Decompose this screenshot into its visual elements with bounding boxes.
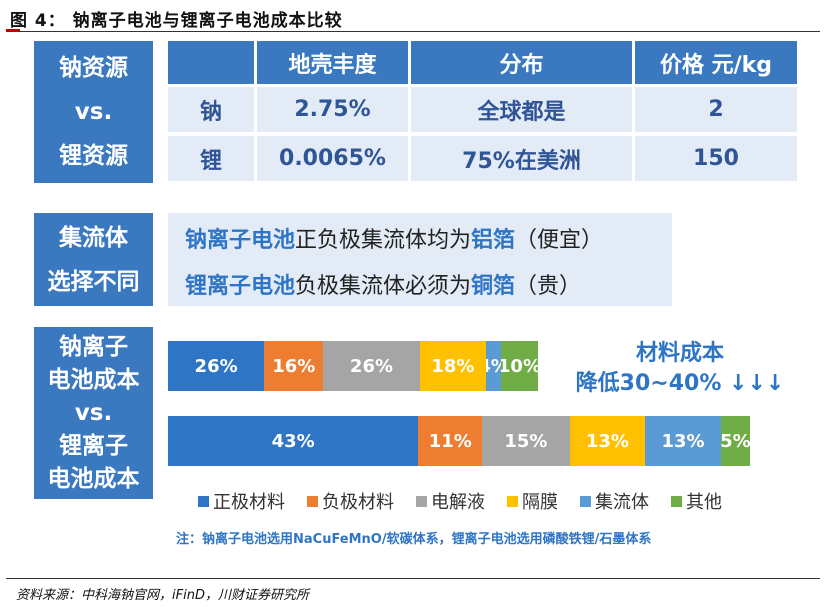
collector-line-sodium: 钠离子电池正负极集流体均为铝箔（便宜） [185, 222, 603, 254]
legend-item: 负极材料 [307, 488, 394, 514]
collector-panel [168, 213, 672, 306]
bar-segment-负极材料: 11% [418, 416, 483, 466]
collector-note: （贵） [515, 274, 582, 299]
cost-annotation: 材料成本 降低30~40% ↓↓↓ [560, 339, 800, 399]
table-cell-distribution: 全球都是 [411, 87, 632, 132]
resource-side-line: 锂资源 [59, 143, 128, 169]
footer-divider [6, 578, 820, 579]
legend-item: 其他 [671, 488, 722, 514]
legend-swatch [507, 495, 518, 507]
legend-swatch [671, 495, 682, 507]
legend-item: 电解液 [416, 488, 485, 514]
table-header-abundance: 地壳丰度 [257, 41, 408, 84]
table-header-distribution: 分布 [411, 41, 632, 84]
cost-annotation-line: 降低30~40% ↓↓↓ [575, 371, 785, 396]
table-cell-element: 钠 [168, 87, 254, 132]
title-accent [6, 29, 20, 32]
collector-side-label: 集流体 选择不同 [34, 213, 153, 306]
chart-legend: 正极材料 负极材料 电解液 隔膜 集流体 其他 [198, 488, 744, 514]
legend-swatch [198, 495, 209, 507]
legend-label: 其他 [686, 492, 722, 513]
table-cell-element: 锂 [168, 136, 254, 181]
collector-line-lithium: 锂离子电池负极集流体必须为铜箔（贵） [185, 268, 581, 300]
legend-label: 负极材料 [322, 492, 394, 513]
bar-segment-电解液: 15% [482, 416, 570, 466]
resource-side-line: 钠资源 [59, 55, 128, 81]
bar-segment-电解液: 26% [323, 341, 420, 391]
table-header-price: 价格 元/kg [635, 41, 797, 84]
bar-segment-负极材料: 16% [264, 341, 324, 391]
legend-label: 正极材料 [213, 492, 285, 513]
collector-side-line: 集流体 [59, 224, 128, 251]
chart-note: 注：钠离子电池选用NaCuFeMnO/软碳体系，锂离子电池选用磷酸铁锂/石墨体系 [176, 532, 652, 547]
cost-side-line: 电池成本 [47, 465, 140, 492]
legend-swatch [416, 495, 427, 507]
bar-segment-其他: 5% [720, 416, 750, 466]
table-cell-price: 2 [635, 87, 797, 132]
bar-segment-正极材料: 26% [168, 341, 265, 391]
collector-note: （便宜） [515, 228, 604, 253]
cost-side-line: vs. [74, 399, 113, 426]
table-cell-price: 150 [635, 136, 797, 181]
cost-side-line: 电池成本 [47, 366, 140, 393]
table-cell-abundance: 0.0065% [257, 136, 408, 181]
bar-segment-其他: 10% [500, 341, 538, 391]
source-text: 资料来源：中科海钠官网，iFinD，川财证券研究所 [16, 588, 309, 603]
highlight-aluminum-foil: 铝箔 [471, 228, 516, 253]
legend-label: 隔膜 [522, 492, 558, 513]
table-cell-distribution: 75%在美洲 [411, 136, 632, 181]
figure-title: 图 4： 钠离子电池与锂离子电池成本比较 [10, 11, 343, 31]
resource-side-label: 钠资源 vs. 锂资源 [34, 41, 153, 183]
legend-label: 电解液 [431, 492, 485, 513]
cost-side-line: 锂离子 [59, 432, 128, 459]
legend-item: 正极材料 [198, 488, 285, 514]
stacked-bar-lithium: 43% 11% 15% 13% 13% 5% [168, 416, 750, 466]
stacked-bar-sodium: 26%16%26%18%4%10% [168, 341, 538, 391]
bar-segment-正极材料: 43% [168, 416, 419, 466]
resource-side-line: vs. [74, 99, 113, 125]
bar-segment-集流体: 13% [645, 416, 721, 466]
highlight-copper-foil: 铜箔 [471, 274, 516, 299]
legend-swatch [307, 495, 318, 507]
legend-swatch [580, 495, 591, 507]
collector-text: 正负极集流体均为 [295, 228, 472, 253]
cost-side-label: 钠离子 电池成本 vs. 锂离子 电池成本 [34, 327, 153, 499]
highlight-lithium-battery: 锂离子电池 [185, 274, 296, 299]
collector-text: 负极集流体必须为 [295, 274, 472, 299]
bar-segment-集流体: 4% [486, 341, 501, 391]
legend-item: 隔膜 [507, 488, 558, 514]
legend-item: 集流体 [580, 488, 649, 514]
highlight-sodium-battery: 钠离子电池 [185, 228, 296, 253]
cost-side-line: 钠离子 [59, 333, 128, 360]
bar-segment-隔膜: 13% [569, 416, 646, 466]
table-cell-abundance: 2.75% [257, 87, 408, 132]
cost-annotation-line: 材料成本 [635, 341, 724, 366]
bar-segment-隔膜: 18% [419, 341, 487, 391]
title-divider [6, 31, 820, 32]
collector-side-line: 选择不同 [47, 268, 140, 295]
legend-label: 集流体 [595, 492, 649, 513]
table-header-blank [168, 41, 254, 84]
